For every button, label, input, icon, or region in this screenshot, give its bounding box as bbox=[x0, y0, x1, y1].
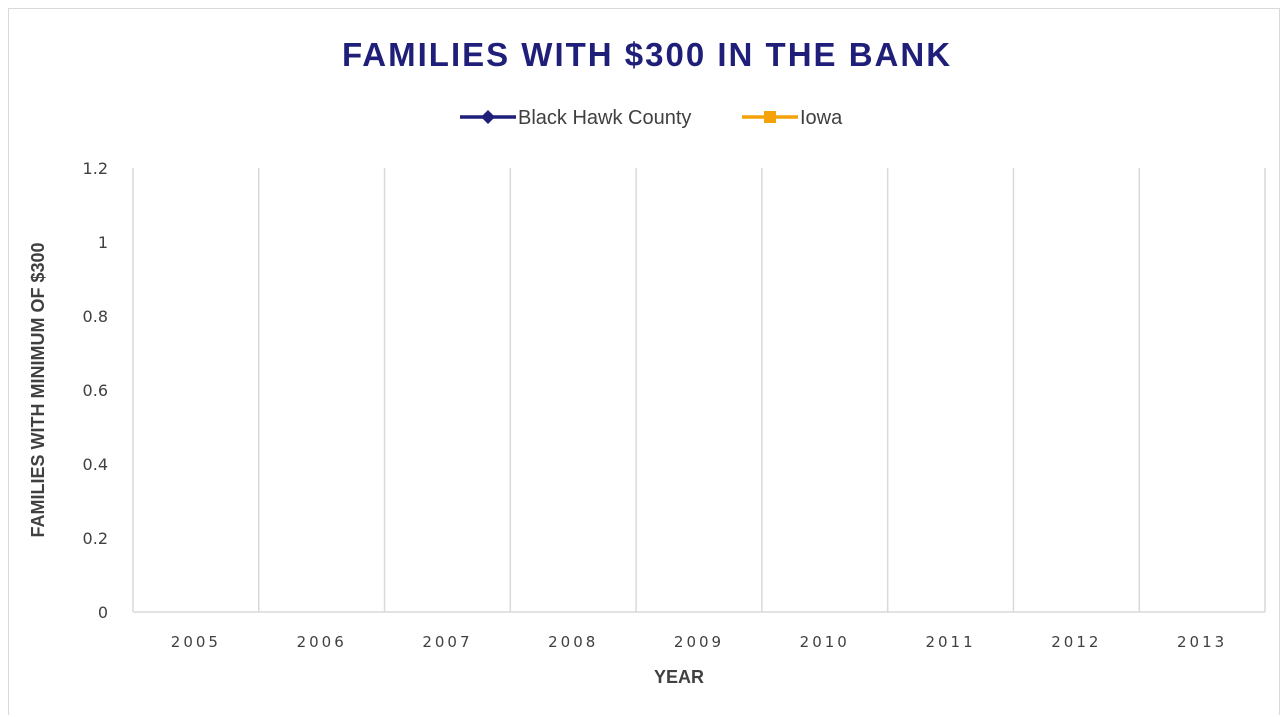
y-tick-label: 0.6 bbox=[83, 381, 108, 400]
diamond-marker-icon bbox=[481, 110, 495, 124]
x-tick-label: 2009 bbox=[674, 633, 724, 651]
legend: Black Hawk County Iowa bbox=[460, 107, 843, 129]
x-tick-label: 2013 bbox=[1177, 633, 1227, 651]
x-axis-ticks: 2005 2006 2007 2008 2009 2010 2011 2012 2013 bbox=[171, 633, 1227, 651]
legend-item: Black Hawk County bbox=[460, 107, 691, 129]
y-tick-label: 0 bbox=[98, 603, 108, 622]
x-tick-label: 2012 bbox=[1051, 633, 1101, 651]
y-tick-label: 1 bbox=[98, 233, 108, 252]
legend-label: Black Hawk County bbox=[518, 107, 691, 129]
chart-frame bbox=[8, 8, 1280, 715]
y-tick-label: 1.2 bbox=[83, 159, 108, 178]
gridlines bbox=[132, 168, 1266, 612]
legend-item: Iowa bbox=[742, 107, 843, 129]
x-tick-label: 2008 bbox=[548, 633, 598, 651]
y-axis-ticks: 0 0.2 0.4 0.6 0.8 1 1.2 bbox=[83, 159, 108, 622]
chart-title: FAMILIES WITH $300 IN THE BANK bbox=[342, 36, 952, 73]
y-axis-label: FAMILIES WITH MINIMUM OF $300 bbox=[28, 242, 48, 537]
x-tick-label: 2010 bbox=[800, 633, 850, 651]
x-tick-label: 2006 bbox=[297, 633, 347, 651]
legend-label: Iowa bbox=[800, 107, 843, 129]
x-tick-label: 2011 bbox=[925, 633, 975, 651]
y-tick-label: 0.2 bbox=[83, 529, 108, 548]
x-tick-label: 2005 bbox=[171, 633, 221, 651]
square-marker-icon bbox=[764, 111, 776, 123]
y-tick-label: 0.4 bbox=[83, 455, 108, 474]
x-axis-label: YEAR bbox=[654, 667, 704, 687]
y-tick-label: 0.8 bbox=[83, 307, 108, 326]
x-tick-label: 2007 bbox=[422, 633, 472, 651]
